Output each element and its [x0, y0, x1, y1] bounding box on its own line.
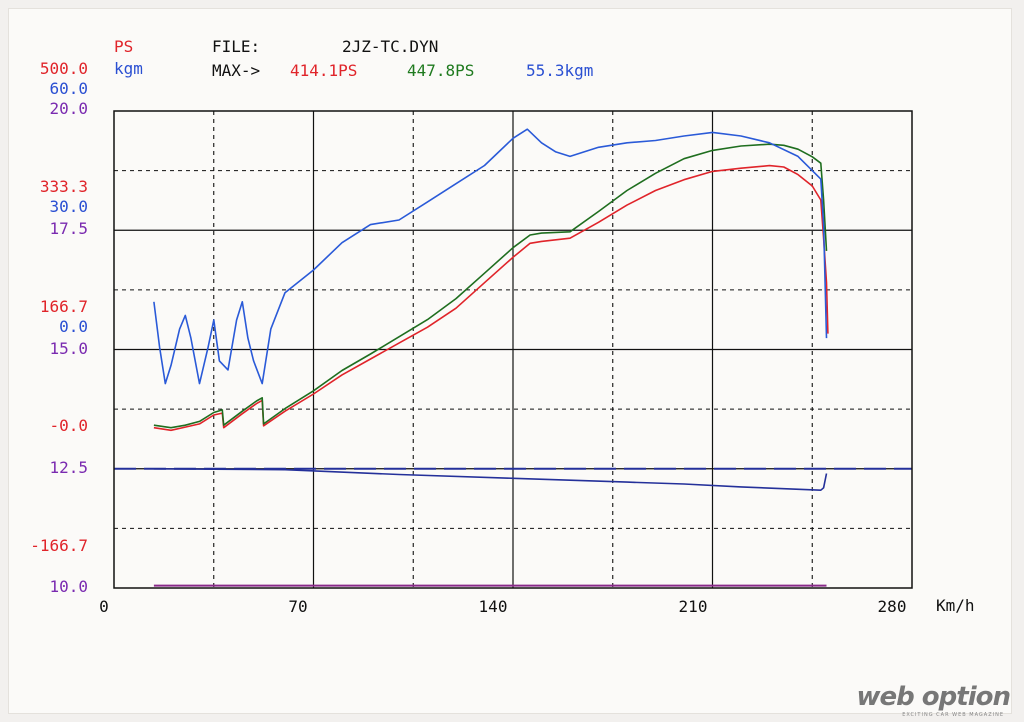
- series-line-navy: [153, 468, 828, 492]
- y-red-label: 500.0: [39, 59, 88, 78]
- y-blue-label: 0.0: [59, 317, 88, 336]
- kgm-unit-label: kgm: [114, 59, 143, 78]
- y-blue-label: 30.0: [49, 197, 88, 216]
- y-purple-label: 10.0: [49, 577, 88, 596]
- y-red-label: -0.0: [49, 416, 88, 435]
- y-purple-label: 20.0: [49, 99, 88, 118]
- y-red-label: -166.7: [30, 536, 88, 555]
- y-red-label: 333.3: [39, 177, 88, 196]
- max-ps-red: 414.1PS: [290, 61, 358, 80]
- series-lines: [114, 128, 912, 587]
- x-tick-label: 140: [478, 597, 508, 616]
- y-purple-label: 15.0: [49, 339, 88, 358]
- watermark-logo: web option: [856, 682, 1011, 712]
- series-line-green: [153, 143, 828, 429]
- x-tick-label: 280: [877, 597, 907, 616]
- watermark-tagline: EXCITING CAR WEB MAGAZINE: [902, 712, 1004, 718]
- max-ps-green: 447.8PS: [407, 61, 475, 80]
- plot-frame: [113, 110, 913, 589]
- x-tick-label: 0: [99, 597, 109, 616]
- ps-unit-label: PS: [114, 37, 134, 56]
- y-blue-label: 60.0: [49, 79, 88, 98]
- y-red-label: 166.7: [39, 297, 88, 316]
- file-name: 2JZ-TC.DYN: [342, 37, 439, 56]
- grid: [114, 111, 912, 588]
- series-line-red: [153, 164, 829, 432]
- paper-background: [8, 8, 1012, 714]
- file-label: FILE:: [212, 37, 261, 56]
- max-label: MAX->: [212, 61, 261, 80]
- x-unit-label: Km/h: [936, 596, 975, 615]
- max-kgm: 55.3kgm: [526, 61, 594, 80]
- y-purple-label: 12.5: [49, 458, 88, 477]
- y-purple-label: 17.5: [49, 219, 88, 238]
- x-tick-label: 210: [678, 597, 708, 616]
- series-line-blue: [153, 128, 828, 385]
- x-tick-label: 70: [288, 597, 308, 616]
